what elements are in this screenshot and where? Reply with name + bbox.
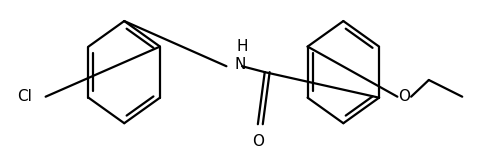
Text: Cl: Cl bbox=[17, 89, 32, 104]
Text: N: N bbox=[234, 57, 246, 72]
Text: H: H bbox=[236, 39, 248, 54]
Text: O: O bbox=[252, 134, 264, 149]
Text: O: O bbox=[398, 89, 410, 104]
